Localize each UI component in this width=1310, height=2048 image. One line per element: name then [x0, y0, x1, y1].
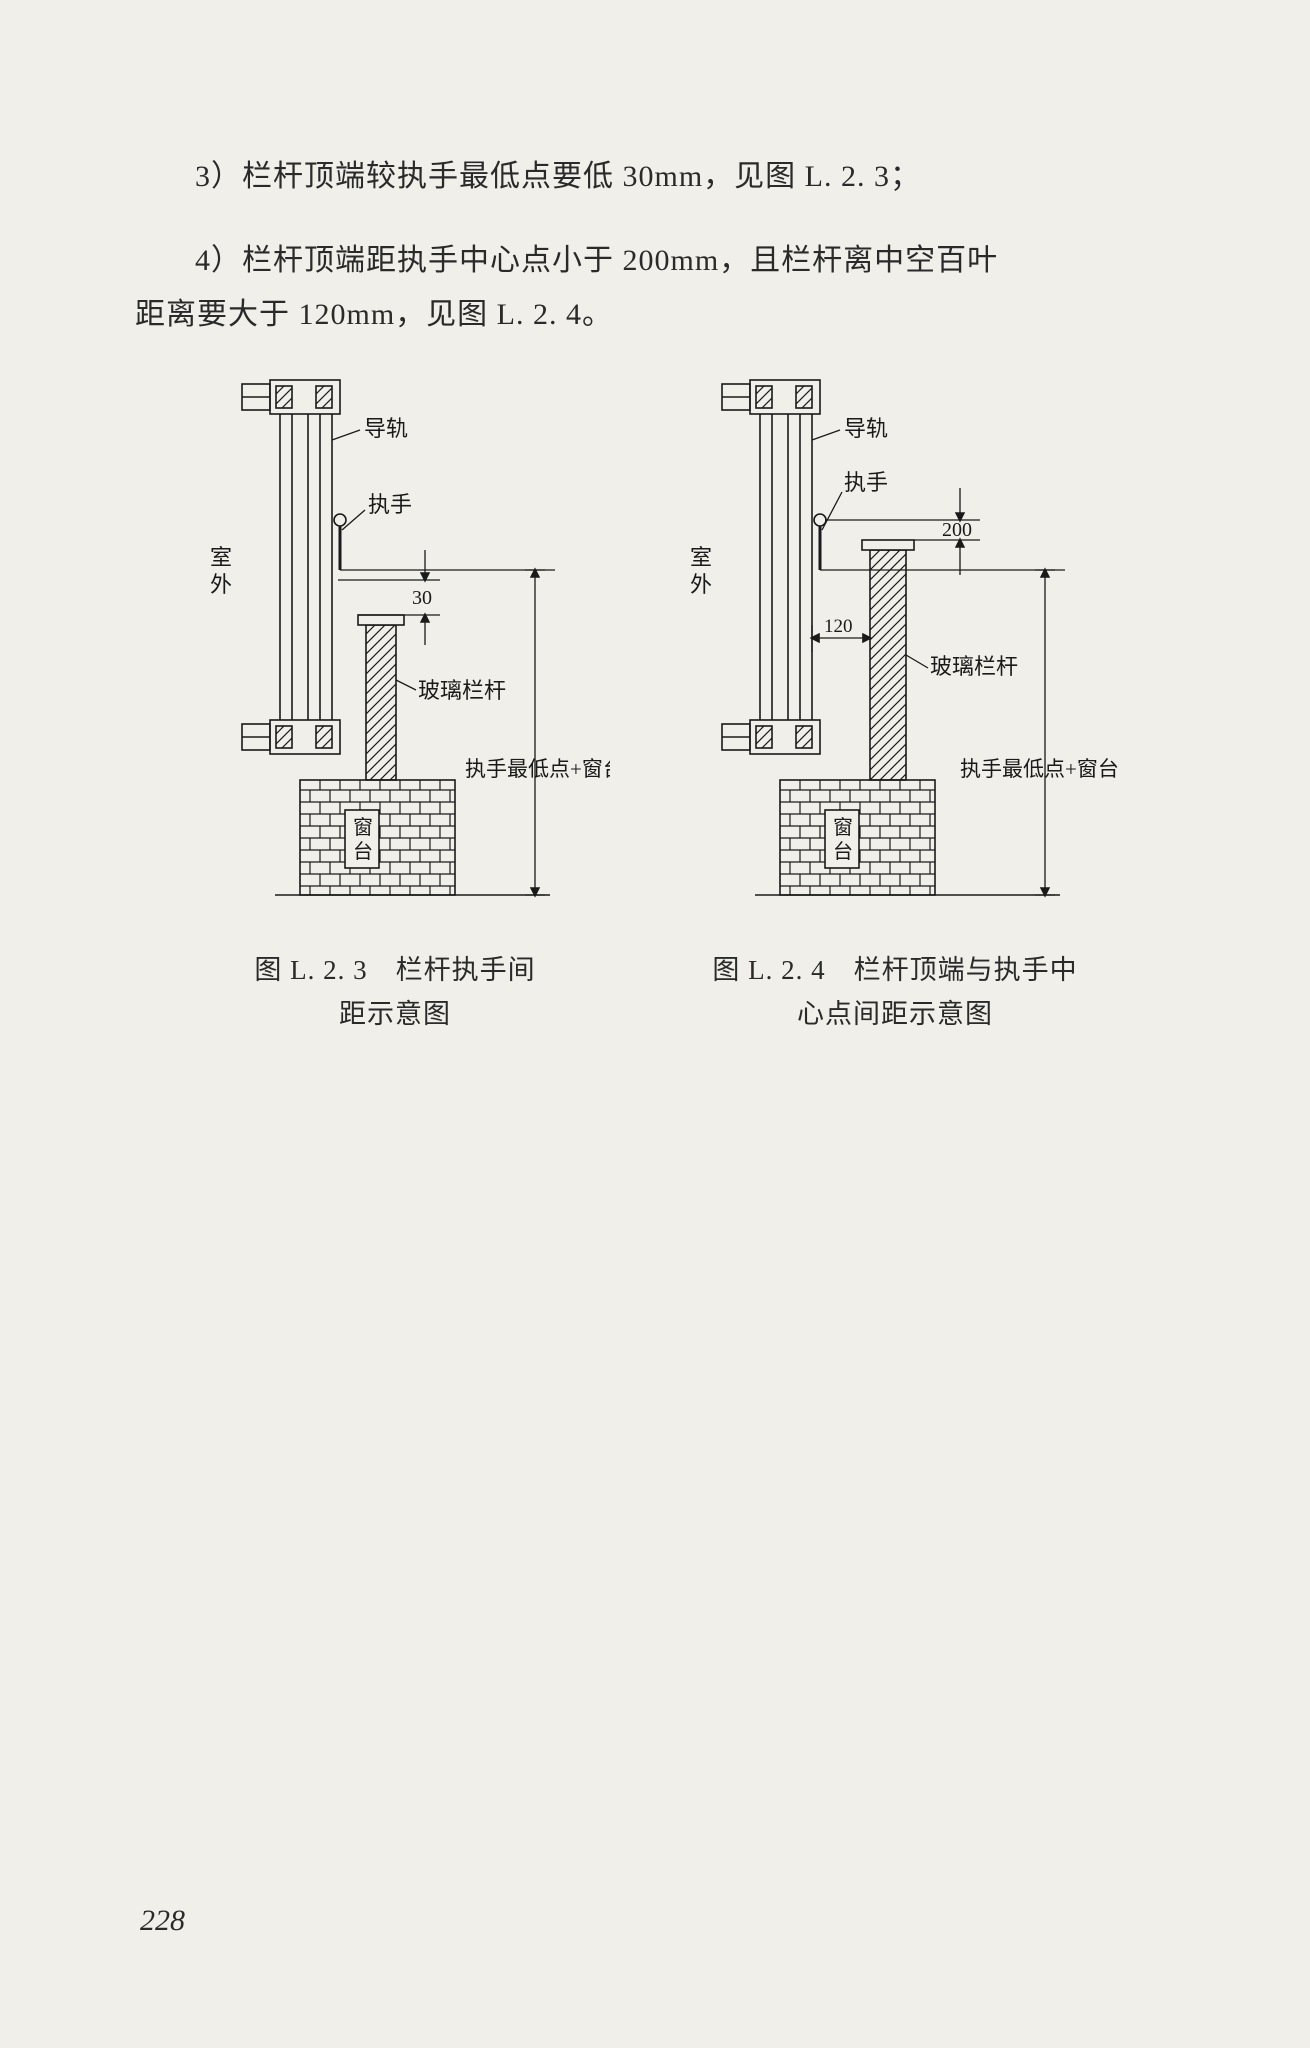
label-handle: 执手	[368, 492, 412, 517]
caption-l23-line1: 图 L. 2. 3 栏杆执手间	[254, 948, 535, 992]
diagram-l23: 30 室 外 导轨 执手 玻璃栏杆 执手最	[180, 370, 610, 930]
caption-l24-line1: 图 L. 2. 4 栏杆顶端与执手中	[712, 948, 1077, 992]
figure-l23: 30 室 外 导轨 执手 玻璃栏杆 执手最	[180, 370, 610, 1036]
figure-l24: 200 120 室 外	[660, 370, 1130, 1036]
label-outside-1: 室	[210, 545, 232, 570]
label-glass-rail-r: 玻璃栏杆	[930, 654, 1018, 679]
caption-l24: 图 L. 2. 4 栏杆顶端与执手中 心点间距示意图	[712, 948, 1077, 1036]
label-lowpoint: 执手最低点+窗台	[465, 757, 610, 781]
paragraph-3: 3）栏杆顶端较执手最低点要低 30mm，见图 L. 2. 3；	[135, 150, 1175, 204]
diagram-l24: 200 120 室 外	[660, 370, 1130, 930]
dim-200: 200	[942, 519, 972, 541]
label-glass-rail: 玻璃栏杆	[418, 678, 506, 703]
label-lowpoint-r: 执手最低点+窗台	[960, 757, 1119, 781]
paragraph-4b: 距离要大于 120mm，见图 L. 2. 4。	[135, 288, 1175, 342]
label-sill-r2: 台	[833, 840, 853, 863]
dim-120: 120	[824, 616, 853, 637]
label-sill-r1: 窗	[833, 816, 853, 839]
page-number: 228	[140, 1904, 185, 1938]
svg-text:室 外: 室 外	[690, 545, 718, 597]
label-outside-r1: 室	[690, 545, 712, 570]
label-handle-r: 执手	[844, 470, 888, 495]
caption-l24-line2: 心点间距示意图	[712, 992, 1077, 1036]
label-outside-r2: 外	[690, 572, 712, 597]
label-rail: 导轨	[364, 416, 408, 441]
label-rail-r: 导轨	[844, 416, 888, 441]
svg-text:室 外: 室 外	[210, 545, 238, 597]
label-sill-1: 窗	[353, 816, 373, 839]
label-sill-2: 台	[353, 840, 373, 863]
paragraph-4a: 4）栏杆顶端距执手中心点小于 200mm，且栏杆离中空百叶	[135, 234, 1175, 288]
caption-l23-line2: 距示意图	[254, 992, 535, 1036]
figure-row: 30 室 外 导轨 执手 玻璃栏杆 执手最	[135, 370, 1175, 1036]
label-outside-2: 外	[210, 572, 232, 597]
dim-30: 30	[412, 587, 432, 609]
caption-l23: 图 L. 2. 3 栏杆执手间 距示意图	[254, 948, 535, 1036]
